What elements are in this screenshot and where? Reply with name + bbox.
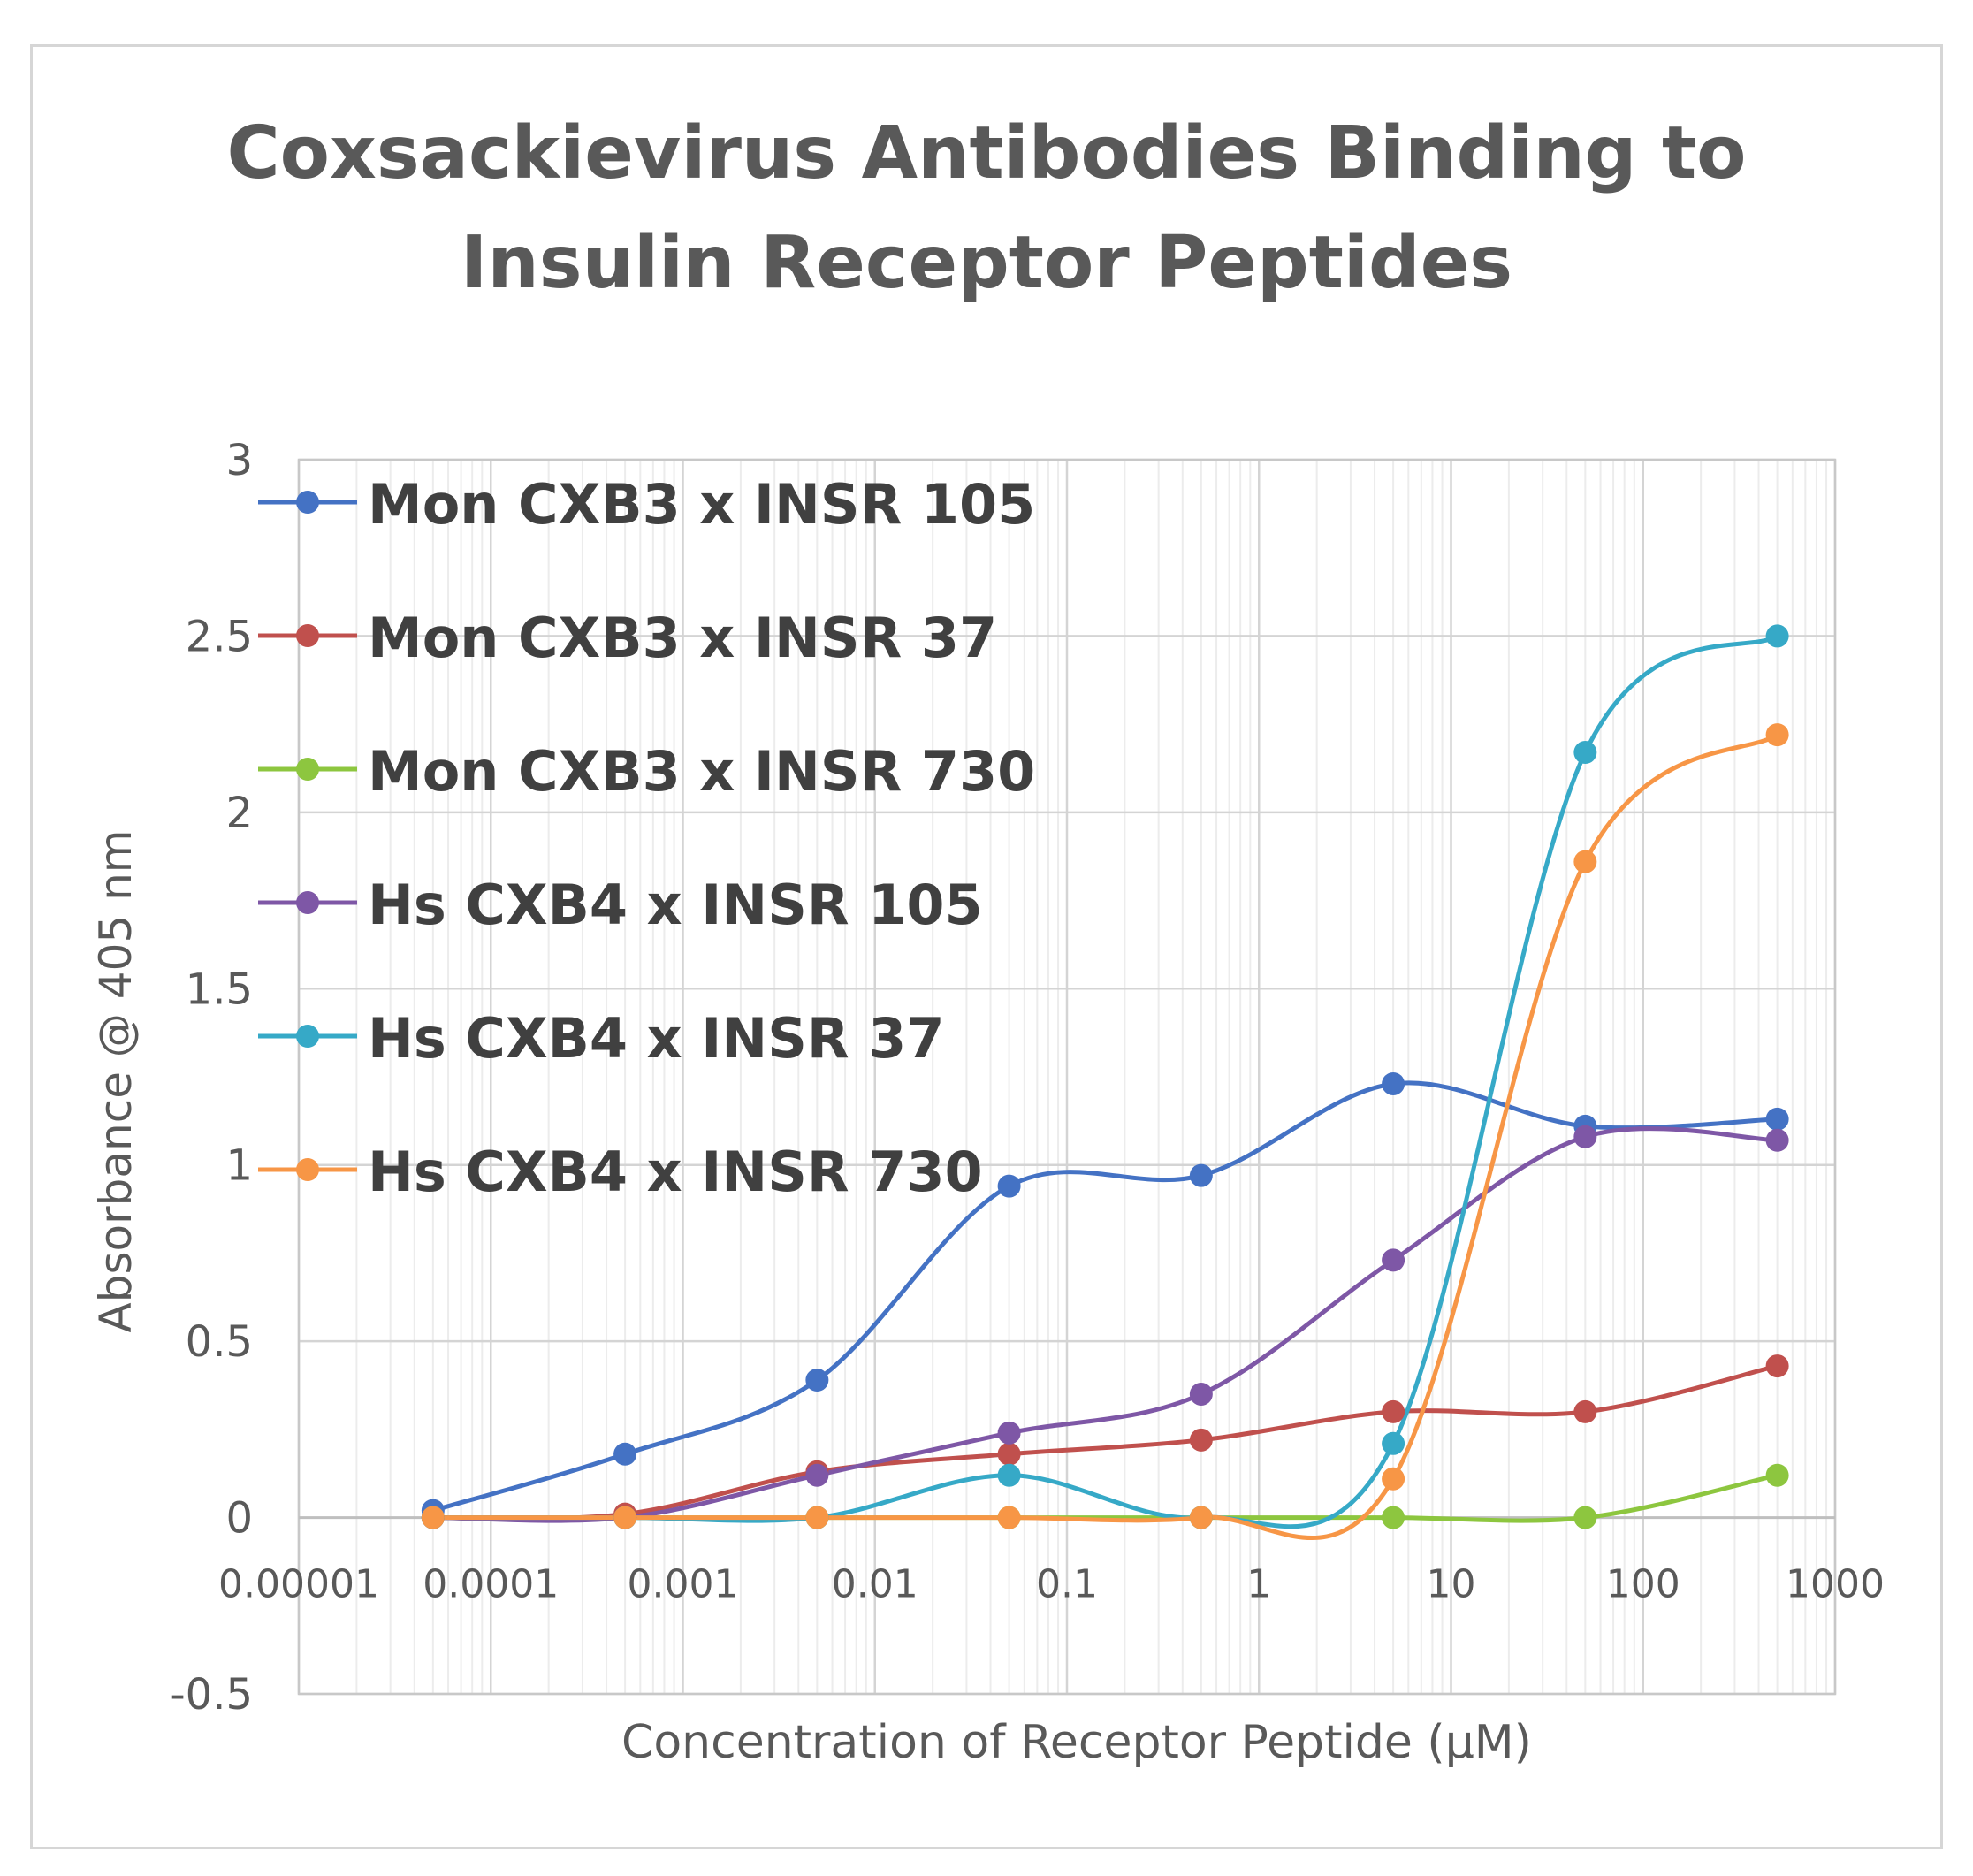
legend-item: Mon CXB3 x INSR 730: [258, 739, 1035, 804]
data-point-series-4: [1382, 1248, 1405, 1272]
legend-label: Hs CXB4 x INSR 37: [368, 1006, 944, 1071]
data-point-series-3: [1573, 1506, 1597, 1529]
legend: Mon CXB3 x INSR 105 Mon CXB3 x INSR 37 Mon…: [258, 472, 1035, 1204]
y-tick-label: 1.5: [186, 965, 253, 1014]
data-point-series-2: [1573, 1399, 1597, 1423]
minor-gridlines: [355, 460, 1828, 1694]
series-line-1: [432, 1080, 1778, 1513]
data-point-series-6: [613, 1506, 637, 1529]
y-tick-labels: -0.5 0 0.5 1 1.5 2 2.5 3: [170, 436, 253, 1720]
data-point-series-4: [1189, 1382, 1213, 1406]
legend-marker: [296, 758, 319, 781]
data-point-series-1: [997, 1174, 1021, 1198]
x-tick-label: 1000: [1786, 1562, 1885, 1607]
chart-title: Coxsackievirus Antibodies Binding to Ins…: [30, 99, 1943, 318]
data-point-series-5: [997, 1463, 1021, 1487]
data-point-series-4: [997, 1421, 1021, 1445]
data-point-series-2: [1765, 1354, 1789, 1378]
data-point-series-6: [1382, 1467, 1405, 1491]
legend-marker: [296, 891, 319, 914]
legend-marker: [296, 1158, 319, 1181]
data-point-series-2: [1189, 1428, 1213, 1452]
x-tick-label: 1: [1246, 1562, 1271, 1607]
data-point-series-6: [805, 1506, 829, 1529]
chart-title-line-2: Insulin Receptor Peptides: [460, 221, 1513, 305]
series-line-4: [432, 1126, 1778, 1523]
legend-marker: [296, 491, 319, 514]
y-tick-label: 1: [225, 1141, 253, 1191]
legend-marker: [296, 624, 319, 647]
legend-label: Mon CXB3 x INSR 730: [368, 739, 1035, 804]
x-tick-label: 10: [1427, 1562, 1476, 1607]
legend-label: Mon CXB3 x INSR 37: [368, 606, 997, 670]
data-point-series-6: [1573, 850, 1597, 873]
x-axis-label: Concentration of Receptor Peptide (µM): [621, 1716, 1532, 1769]
x-tick-label: 0.0001: [423, 1562, 559, 1607]
data-point-series-5: [1382, 1431, 1405, 1455]
legend-item: Hs CXB4 x INSR 105: [258, 873, 983, 937]
data-point-series-6: [1765, 723, 1789, 747]
data-point-series-1: [1765, 1107, 1789, 1131]
data-point-series-4: [1573, 1125, 1597, 1148]
data-point-series-6: [997, 1506, 1021, 1529]
x-tick-labels: 0.00001 0.0001 0.001 0.01 0.1 1 10 100 1000: [218, 1562, 1885, 1607]
data-point-series-1: [1189, 1163, 1213, 1187]
data-point-series-3: [1765, 1463, 1789, 1487]
legend-item: Hs CXB4 x INSR 730: [258, 1140, 983, 1204]
legend-item: Mon CXB3 x INSR 37: [258, 606, 997, 670]
y-tick-label: 0: [225, 1494, 253, 1544]
legend-item: Hs CXB4 x INSR 37: [258, 1006, 944, 1071]
data-point-series-4: [1765, 1128, 1789, 1152]
data-point-series-4: [805, 1463, 829, 1487]
legend-marker: [296, 1025, 319, 1048]
y-axis-label: Absorbance @ 405 nm: [90, 830, 141, 1333]
data-point-series-2: [1382, 1399, 1405, 1423]
data-point-series-1: [613, 1442, 637, 1466]
chart-title-line-1: Coxsackievirus Antibodies Binding to: [226, 111, 1747, 195]
x-tick-label: 100: [1606, 1562, 1680, 1607]
y-tick-label: -0.5: [170, 1670, 253, 1720]
data-point-series-6: [421, 1506, 445, 1529]
y-tick-label: 0.5: [186, 1317, 253, 1367]
data-point-series-5: [1765, 624, 1789, 648]
legend-label: Mon CXB3 x INSR 105: [368, 472, 1035, 537]
data-point-series-1: [805, 1369, 829, 1392]
data-point-series-3: [1382, 1506, 1405, 1529]
data-point-series-1: [1382, 1071, 1405, 1095]
legend-item: Mon CXB3 x INSR 105: [258, 472, 1035, 537]
series-line-2: [432, 1363, 1779, 1521]
x-tick-label: 0.01: [832, 1562, 918, 1607]
data-point-series-5: [1573, 741, 1597, 765]
data-point-series-6: [1189, 1506, 1213, 1529]
y-tick-label: 2: [225, 789, 253, 838]
x-tick-label: 0.001: [628, 1562, 739, 1607]
x-tick-label: 0.00001: [218, 1562, 379, 1607]
y-tick-label: 3: [225, 436, 253, 485]
y-tick-label: 2.5: [186, 612, 253, 661]
legend-label: Hs CXB4 x INSR 105: [368, 873, 983, 937]
x-tick-label: 0.1: [1036, 1562, 1098, 1607]
legend-label: Hs CXB4 x INSR 730: [368, 1140, 983, 1204]
series-points: [421, 624, 1789, 1529]
plot-border: [297, 458, 1837, 1696]
data-point-series-2: [997, 1442, 1021, 1466]
